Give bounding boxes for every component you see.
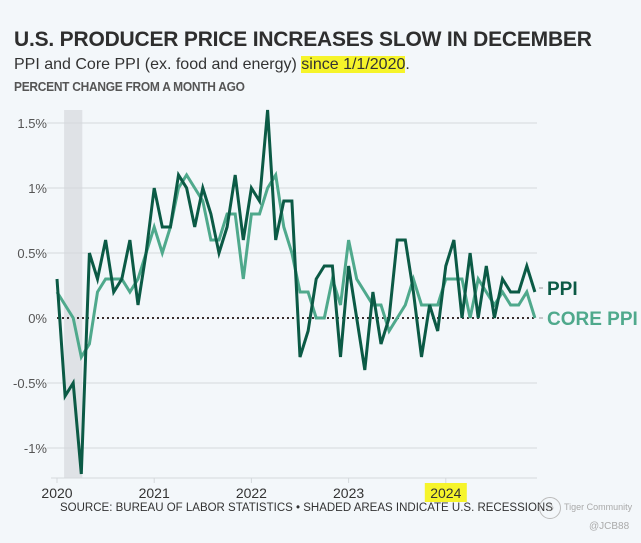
y-tick-label: 0% xyxy=(28,311,47,326)
source-note: SOURCE: BUREAU OF LABOR STATISTICS • SHA… xyxy=(60,502,553,514)
recession-shading-layer xyxy=(64,110,83,478)
watermark-user: @JCB88 xyxy=(589,521,630,532)
y-tick-label: 0.5% xyxy=(17,246,47,261)
x-tick-label: 2024 xyxy=(430,485,461,501)
x-tick-label: 2023 xyxy=(333,485,364,501)
y-tick-label: -0.5% xyxy=(13,376,47,391)
x-tick-highlight xyxy=(424,483,467,502)
subtitle-suffix: . xyxy=(405,56,410,73)
y-axis-title: PERCENT CHANGE FROM A MONTH AGO xyxy=(14,79,245,94)
series-lines xyxy=(55,109,537,475)
x-axis-ticks: 2020 2021 2022 2023 2024 xyxy=(41,477,537,502)
x-tick-label: 2022 xyxy=(236,485,267,501)
y-tick-label: -1% xyxy=(24,441,48,456)
ppi-series-line xyxy=(55,109,537,475)
y-axis-ticks: 1.5% 1% 0.5% 0% -0.5% -1% xyxy=(13,116,47,456)
watermark-text: Tiger Community xyxy=(564,502,633,512)
x-tick-label: 2021 xyxy=(139,485,170,501)
chart-title: U.S. PRODUCER PRICE INCREASES SLOW IN DE… xyxy=(14,28,592,51)
legend-label-core-ppi: CORE PPI xyxy=(547,309,638,330)
recession-band xyxy=(64,110,83,478)
legend-label-ppi: PPI xyxy=(547,279,578,300)
series-labels: PPI CORE PPI xyxy=(539,279,638,330)
x-tick-label: 2020 xyxy=(41,485,72,501)
chart-subtitle: PPI and Core PPI (ex. food and energy) s… xyxy=(14,56,410,74)
y-tick-label: 1% xyxy=(28,181,47,196)
subtitle-highlight: since 1/1/2020 xyxy=(301,56,406,73)
subtitle-text: PPI and Core PPI (ex. food and energy) xyxy=(14,56,302,73)
y-tick-label: 1.5% xyxy=(17,116,47,131)
tiger-logo-icon: ☺ xyxy=(539,497,561,519)
